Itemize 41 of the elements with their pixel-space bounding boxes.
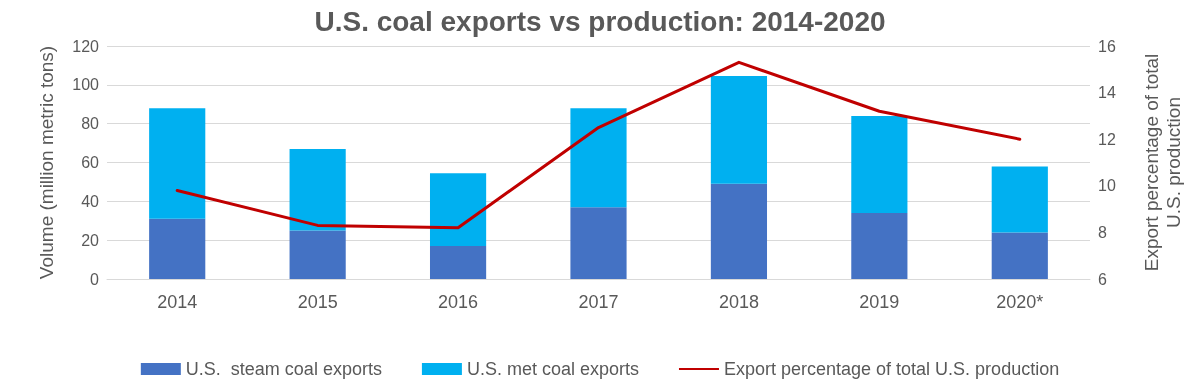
x-tick-label: 2017 [578,292,619,312]
y2-tick-label: 10 [1098,177,1116,195]
legend-label: U.S. steam coal exports [185,359,382,379]
x-tick-label: 2015 [297,292,338,312]
bar [570,207,627,279]
y2-tick-label: 14 [1098,84,1116,102]
y-tick-label: 20 [81,231,100,249]
y-tick-label: 100 [72,76,100,94]
legend-label: Export percentage of total U.S. production [723,359,1060,379]
x-tick-label: 2019 [859,292,900,312]
bar [149,108,206,219]
bar [851,212,908,279]
bar [991,166,1048,233]
y-tick-label: 80 [81,115,100,133]
y2-tick-label: 16 [1098,37,1116,55]
y-tick-label: 40 [81,192,100,210]
line-series [175,60,1022,230]
y-axis-title: Volume (million metric tons) [35,45,57,280]
y-tick-label: 60 [81,154,100,171]
x-tick-label: 2016 [438,292,479,312]
x-tick-label: 2020* [996,292,1044,312]
bar [710,76,768,184]
y-tick-label: 120 [72,37,100,55]
bar [710,183,768,279]
y2-tick-label: 6 [1098,270,1107,288]
y2-axis-title: Export percentage of total U.S. production [1140,53,1184,272]
bar [429,245,487,279]
chart-title: U.S. coal exports vs production: 2014-2020 [314,5,886,37]
bar [289,230,346,279]
bar [289,148,346,231]
y2-tick-label: 12 [1098,130,1116,148]
bar [149,218,206,279]
y-tick-label: 0 [90,270,100,288]
bar [991,232,1048,279]
bar [851,115,908,213]
bar [570,108,627,208]
x-tick-label: 2014 [157,292,198,312]
x-tick-label: 2018 [718,292,759,312]
bar [429,173,487,246]
y2-tick-label: 8 [1098,223,1107,241]
legend-label: U.S. met coal exports [466,359,639,379]
